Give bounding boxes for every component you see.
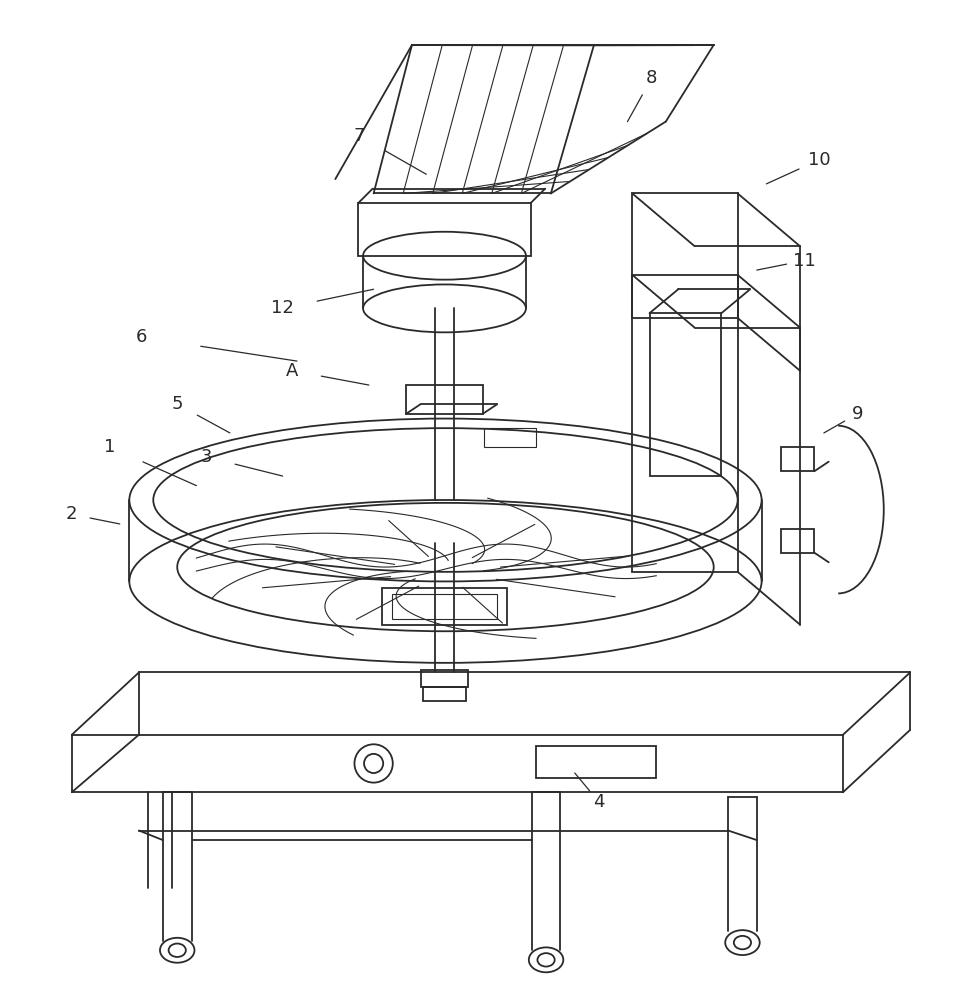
Text: 6: 6	[136, 328, 148, 346]
Bar	[632, 275, 738, 318]
Text: 5: 5	[171, 395, 183, 413]
Text: 10: 10	[808, 151, 831, 169]
Text: 2: 2	[66, 505, 78, 523]
Bar	[382, 588, 507, 625]
Bar	[392, 594, 497, 619]
Bar	[406, 385, 483, 414]
Bar	[421, 670, 468, 687]
Bar	[536, 746, 656, 778]
Text: 4: 4	[593, 793, 604, 811]
Bar	[781, 529, 814, 553]
Bar	[781, 447, 814, 471]
Bar	[650, 313, 721, 476]
Bar	[358, 203, 531, 256]
Text: 7: 7	[354, 127, 365, 145]
Text: 11: 11	[793, 251, 816, 269]
Bar	[423, 687, 466, 701]
Text: A: A	[286, 362, 298, 380]
Text: 1: 1	[104, 438, 116, 456]
Text: 9: 9	[852, 405, 863, 423]
Bar	[484, 428, 536, 447]
Text: 12: 12	[271, 299, 294, 317]
Text: 8: 8	[646, 69, 657, 87]
Bar	[632, 193, 738, 572]
Text: 3: 3	[200, 448, 212, 466]
